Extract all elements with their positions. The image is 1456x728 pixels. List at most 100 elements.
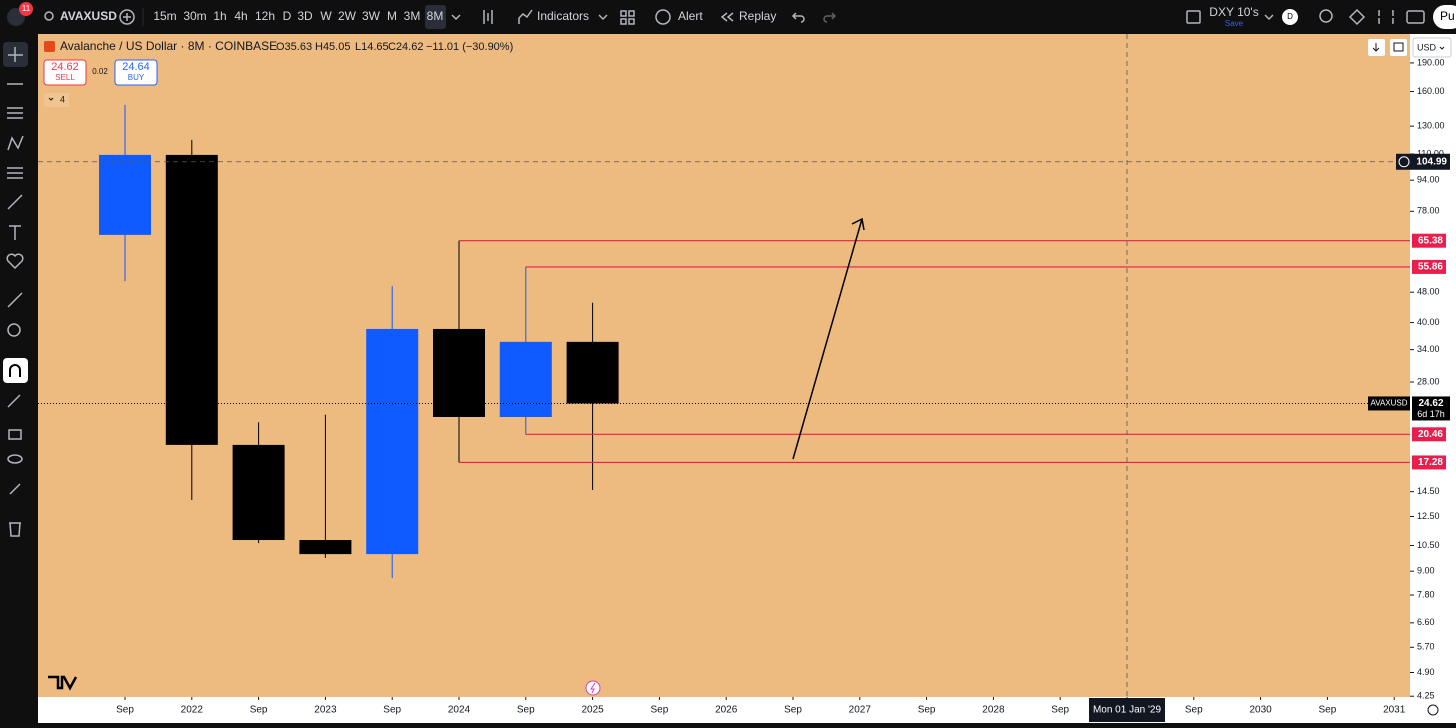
interval-button[interactable]: W: [320, 9, 332, 23]
badge-count: 11: [22, 4, 31, 13]
fullscreen-button[interactable]: [1378, 10, 1394, 24]
interval-button[interactable]: 3D: [297, 9, 313, 23]
badge: [19, 2, 33, 16]
buy-button[interactable]: [114, 59, 158, 86]
publish-button[interactable]: [1433, 5, 1456, 29]
interval-button[interactable]: 8M: [427, 9, 444, 23]
level-label: 55.86: [1418, 262, 1443, 273]
interval-button[interactable]: 2W: [338, 9, 357, 23]
y-tick-label: 130.00: [1417, 121, 1445, 131]
symbol-search[interactable]: AVAXUSD: [60, 9, 117, 23]
delete-tool[interactable]: [9, 522, 21, 537]
settings-button[interactable]: [1348, 8, 1366, 26]
chart-pane[interactable]: [38, 34, 1410, 697]
x-tick-label: 2031: [1383, 705, 1406, 716]
legend-title: Avalanche / US Dollar · 8M · COINBASE: [60, 39, 277, 53]
chart-type-button[interactable]: [483, 10, 493, 24]
level-label-bg: [1412, 259, 1446, 274]
profile[interactable]: [1282, 9, 1298, 25]
legend: Avalanche / US Dollar · 8M · COINBASE O3…: [43, 39, 513, 107]
maximize-button[interactable]: [1390, 39, 1407, 56]
candle-body: [99, 154, 151, 235]
y-tick-label: 48.00: [1417, 287, 1440, 297]
pattern-tool[interactable]: [7, 135, 24, 151]
interval-button[interactable]: 30m: [183, 9, 206, 23]
interval-button[interactable]: M: [387, 9, 397, 23]
redo-button[interactable]: [823, 12, 837, 23]
level-label: 17.28: [1418, 457, 1443, 468]
interval-button[interactable]: 12h: [255, 9, 275, 23]
price-axis[interactable]: [1410, 34, 1456, 697]
plus-icon: [123, 13, 131, 21]
indicators-dropdown[interactable]: [598, 14, 608, 21]
templates-icon: [628, 18, 635, 25]
level-label: 65.38: [1418, 235, 1443, 246]
layout-name[interactable]: DXY 10's: [1209, 5, 1258, 19]
indicators-button[interactable]: Indicators: [537, 9, 589, 23]
time-axis[interactable]: [38, 697, 1456, 723]
layout-dropdown[interactable]: [1264, 14, 1274, 21]
y-tick-label: 6.60: [1417, 617, 1435, 627]
x-tick-label: 2026: [715, 705, 738, 716]
zoom-tool[interactable]: [7, 323, 21, 337]
interval-button[interactable]: 1h: [213, 9, 226, 23]
buy-label: BUY: [128, 73, 145, 82]
save-label[interactable]: Save: [1225, 19, 1244, 28]
last-price: 24.62: [1418, 398, 1443, 409]
fib-tool[interactable]: [7, 107, 23, 119]
crosshair-price: 104.99: [1416, 156, 1447, 167]
top-toolbar: 11 AVAXUSD 15m 30m 1h 4h 12h D 3D W 2W 3W M 3M 8M In…: [7, 2, 1456, 29]
icons-tool[interactable]: [6, 253, 24, 270]
interval-button[interactable]: 3M: [404, 9, 421, 23]
hide-tool[interactable]: [7, 454, 23, 464]
undo-button[interactable]: [791, 12, 805, 23]
indicators-toggle[interactable]: [44, 93, 69, 107]
x-tick-label: Mon 01 Jan '29: [1093, 705, 1162, 716]
snapshot-button[interactable]: [1406, 10, 1425, 24]
x-tick-label: Sep: [918, 705, 936, 716]
currency-selector[interactable]: [1412, 37, 1452, 58]
templates-icon: [628, 10, 635, 17]
link-tool[interactable]: [9, 483, 21, 495]
y-tick-label: 40.00: [1417, 317, 1440, 327]
events-icon[interactable]: [585, 680, 601, 696]
x-tick-label: Sep: [784, 705, 802, 716]
compare-button[interactable]: [119, 9, 135, 25]
candle-body: [366, 328, 419, 555]
currency-chevron: [1439, 46, 1445, 50]
quick-search[interactable]: [1319, 9, 1333, 23]
level-label: 20.46: [1418, 429, 1443, 440]
publish-label: Pu: [1440, 9, 1455, 23]
arrow-drawing[interactable]: [792, 217, 865, 460]
candle-body: [433, 328, 485, 417]
sell-button[interactable]: [43, 59, 87, 86]
forecast-tool[interactable]: [7, 167, 23, 179]
x-tick-label: Sep: [1319, 705, 1337, 716]
layout-icon[interactable]: [1186, 10, 1201, 24]
text-tool[interactable]: [9, 225, 21, 240]
templates-icon[interactable]: [620, 10, 627, 17]
alert-icon: [655, 9, 671, 25]
brush-tool[interactable]: [7, 194, 23, 210]
interval-button[interactable]: 4h: [234, 9, 247, 23]
magnet-tool[interactable]: [3, 358, 28, 383]
level-label-bg: [1412, 427, 1446, 442]
y-tick-label: 12.50: [1417, 511, 1440, 521]
add-alert-icon[interactable]: [1398, 156, 1410, 168]
interval-dropdown[interactable]: [451, 14, 461, 21]
interval-button[interactable]: 3W: [362, 9, 381, 23]
replay-button[interactable]: Replay: [739, 9, 776, 23]
last-price-bg: [1412, 396, 1450, 421]
lock-tool[interactable]: [8, 429, 22, 440]
measure-tool[interactable]: [7, 292, 23, 308]
interval-button[interactable]: D: [283, 9, 292, 23]
countdown: 6d 17h: [1417, 409, 1445, 419]
alert-button[interactable]: Alert: [678, 9, 703, 23]
y-tick-label: 28.00: [1417, 376, 1440, 386]
axis-settings[interactable]: [1427, 704, 1439, 716]
legend-close: C24.62: [388, 41, 423, 53]
interval-button[interactable]: 15m: [153, 9, 176, 23]
stay-drawing-tool[interactable]: [7, 394, 21, 408]
tradingview-logo[interactable]: [48, 675, 78, 691]
x-tick-label: 2028: [982, 705, 1005, 716]
